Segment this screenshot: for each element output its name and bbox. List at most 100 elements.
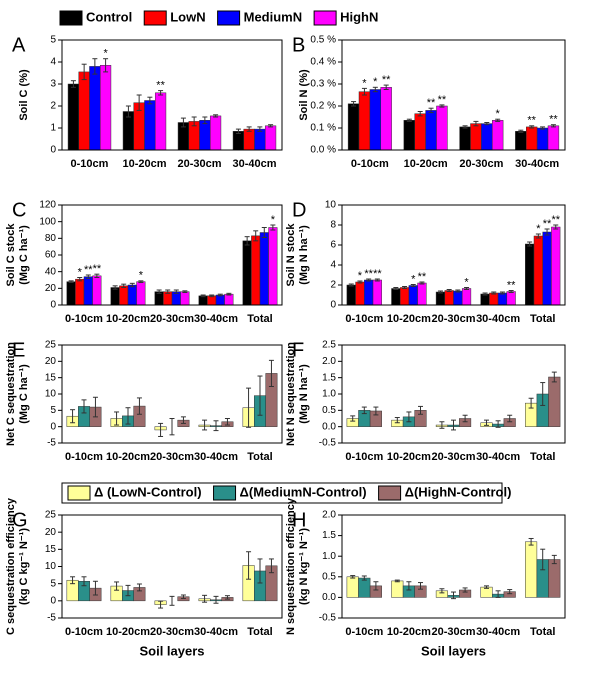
bar — [67, 83, 80, 151]
y-tick-label: 60 — [45, 250, 57, 261]
y-tick-label: 4 — [330, 260, 336, 271]
bar — [551, 226, 561, 306]
bar — [207, 295, 217, 306]
y-tick-label: 15 — [45, 544, 57, 555]
legend-label: Δ(MediumN-Control) — [240, 484, 367, 499]
bar — [89, 66, 101, 151]
bar — [461, 288, 472, 306]
x-tick-label: 30-40cm — [476, 626, 520, 638]
panel-letter: C — [12, 199, 26, 221]
bar — [254, 128, 266, 151]
bar — [358, 577, 371, 598]
x-tick-label: 30-40cm — [194, 626, 238, 638]
bar — [526, 126, 538, 151]
bar — [403, 120, 416, 151]
bar — [372, 279, 382, 306]
y-tick-label: 1.0 — [322, 389, 336, 400]
bar — [355, 281, 365, 306]
x-tick-label: 10-20cm — [387, 626, 431, 638]
bar — [99, 65, 112, 151]
legend-swatch — [313, 10, 337, 26]
significance-label: * — [358, 270, 363, 282]
bar — [242, 240, 252, 306]
y-tick-label: 0.3 % — [310, 79, 336, 90]
y-tick-label: 100 — [39, 216, 56, 227]
bar — [347, 103, 360, 151]
plot-frame — [341, 204, 566, 306]
y-axis-label: Soil N stock — [285, 223, 297, 287]
y-tick-label: -5 — [47, 438, 56, 449]
bar — [408, 285, 418, 306]
y-tick-label: 1 — [50, 123, 56, 134]
significance-label: * — [411, 273, 416, 285]
y-tick-label: 0.1 % — [310, 123, 336, 134]
legend-swatch — [217, 10, 241, 26]
y-tick-label: 4 — [50, 57, 56, 68]
y-tick-label: 0.5 % — [310, 35, 336, 46]
y-axis-label: N sequestration efficiency — [285, 497, 297, 635]
panel-letter: E — [12, 339, 25, 361]
y-tick-label: 5 — [50, 405, 56, 416]
legend-swatch — [143, 10, 167, 26]
panel-letter: F — [292, 339, 304, 361]
y-tick-label: 0.0 % — [310, 145, 336, 156]
y-tick-label: 0.2 % — [310, 101, 336, 112]
x-tick-label: Total — [530, 451, 555, 463]
y-tick-label: 2.0 — [322, 510, 336, 521]
y-tick-label: 2 — [330, 280, 336, 291]
y-axis-label: Soil C stock — [5, 223, 17, 287]
y-tick-label: 120 — [39, 200, 56, 211]
bar — [259, 232, 269, 306]
y-tick-label: 80 — [45, 233, 57, 244]
y-tick-label: 5 — [50, 35, 56, 46]
bar — [470, 123, 482, 151]
legend-label: MediumN — [244, 9, 303, 24]
bar — [346, 284, 356, 306]
bar — [127, 284, 137, 306]
y-tick-label: 0.0 — [322, 592, 336, 603]
legend-label: Control — [86, 9, 132, 24]
y-tick-label: 0 — [50, 300, 56, 311]
bar — [417, 282, 427, 306]
bar — [425, 110, 437, 151]
y-tick-label: 3 — [50, 79, 56, 90]
x-tick-label: 0-10cm — [65, 313, 103, 325]
bar — [264, 125, 277, 151]
plot-frame — [61, 514, 283, 619]
x-tick-label: 20-30cm — [177, 158, 221, 170]
x-tick-label: 10-20cm — [106, 626, 150, 638]
bar — [364, 279, 374, 306]
x-tick-label: 10-20cm — [106, 451, 150, 463]
panel-letter: A — [12, 34, 26, 56]
significance-label: * — [362, 77, 367, 89]
bar — [144, 100, 156, 151]
y-axis-label: C sequestration efficiency — [5, 497, 17, 635]
significance-label: ** — [543, 218, 552, 230]
y-tick-label: 0.0 — [322, 421, 336, 432]
bar — [66, 281, 76, 306]
y-tick-label: 15 — [45, 372, 57, 383]
y-tick-label: 2.0 — [322, 356, 336, 367]
bar — [548, 559, 561, 598]
bar — [346, 576, 359, 598]
bar — [536, 127, 549, 151]
significance-label: * — [139, 270, 144, 282]
y-tick-label: 10 — [325, 200, 337, 211]
y-tick-label: 8 — [330, 220, 336, 231]
plot-frame — [61, 39, 283, 151]
x-tick-label: 20-30cm — [150, 451, 194, 463]
y-tick-label: 1.0 — [322, 551, 336, 562]
bar — [515, 131, 527, 151]
y-tick-label: -0.5 — [319, 613, 337, 624]
bar — [547, 125, 560, 151]
bar — [75, 278, 85, 306]
y-tick-label: 10 — [45, 389, 57, 400]
y-tick-label: 6 — [330, 240, 336, 251]
bar — [525, 243, 535, 306]
x-tick-label: 20-30cm — [431, 313, 475, 325]
y-axis-label: Soil N (%) — [298, 69, 310, 121]
significance-label: * — [373, 76, 378, 88]
bar — [533, 235, 543, 306]
x-axis-label: Soil layers — [421, 643, 486, 658]
